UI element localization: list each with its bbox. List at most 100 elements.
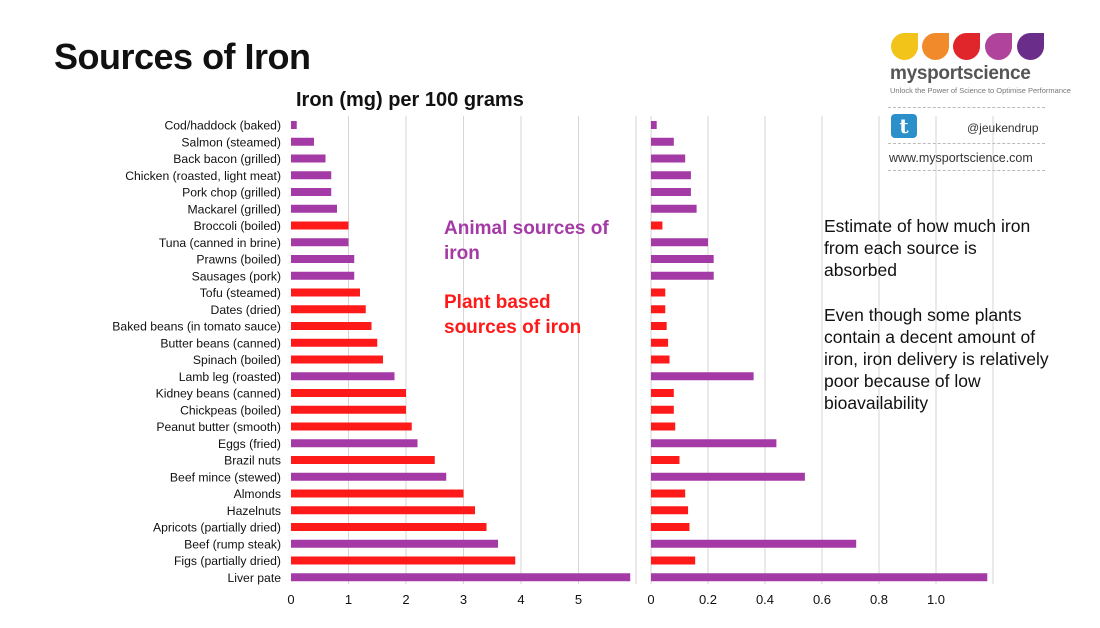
category-label: Baked beans (in tomato sauce) [112,320,281,334]
absorption-note: Estimate of how much iron from each sour… [824,216,1031,280]
absorption-bar [651,338,669,347]
absorption-bar [651,506,689,515]
absorption-bar [651,288,666,297]
absorption-bar [651,405,674,414]
absorption-bar [651,422,676,431]
iron-content-bar [291,405,406,414]
category-label: Beef (rump steak) [184,537,281,551]
absorption-bar [651,121,657,129]
absorption-bar [651,439,777,448]
category-label: Chickpeas (boiled) [180,403,281,417]
iron-content-bar [291,338,378,347]
divider [888,143,1045,144]
iron-content-tick-labels: 0 1 2 3 4 5 [287,592,582,607]
iron-content-bar [291,573,631,582]
iron-content-bar [291,489,464,498]
brand-tagline: Unlock the Power of Science to Optimise … [890,86,1071,95]
category-label: Liver pate [227,571,281,585]
twitter-icon[interactable]: t [891,114,917,138]
absorption-bar [651,305,666,314]
category-label: Tofu (steamed) [200,286,281,300]
x-tick-label: 1 [345,592,352,607]
brand-name: mysportscience [890,63,1031,84]
x-tick-label: 5 [575,592,582,607]
x-tick-label: 0.2 [699,592,717,607]
iron-content-bar [291,422,412,431]
iron-content-bar [291,305,366,314]
category-label: Kidney beans (canned) [156,387,281,401]
x-tick-label: 0 [647,592,654,607]
category-label: Peanut butter (smooth) [156,420,281,434]
iron-content-bar [291,221,349,230]
logo-drop-orange [922,33,949,60]
iron-content-bar [291,372,395,381]
absorption-gridlines [650,116,994,584]
absorption-bar [651,556,696,565]
absorption-bar [651,171,691,180]
absorption-bar [651,271,714,280]
category-label: Lamb leg (roasted) [179,370,281,384]
category-label: Figs (partially dried) [174,554,281,568]
page-title: Sources of Iron [54,36,311,77]
absorption-bar [651,539,857,548]
x-tick-label: 3 [460,592,467,607]
iron-content-bar [291,204,337,213]
absorption-bar [651,322,667,330]
absorption-bar [651,204,697,213]
absorption-bar [651,255,714,263]
twitter-handle[interactable]: @jeukendrup [967,121,1039,135]
logo-drop-magenta [985,33,1012,60]
iron-content-bar [291,121,297,129]
x-tick-label: 0.6 [813,592,831,607]
category-label: Eggs (fried) [218,437,281,451]
category-label: Spinach (boiled) [193,353,281,367]
divider [888,170,1045,171]
iron-content-bar [291,154,326,163]
iron-content-bar [291,322,372,330]
absorption-bar [651,372,754,381]
category-label: Salmon (steamed) [181,135,281,149]
x-tick-label: 2 [402,592,409,607]
iron-content-bar [291,539,498,548]
absorption-bar [651,355,670,364]
category-label: Cod/haddock (baked) [164,119,281,133]
logo-drop-purple [1017,33,1044,60]
bioavailability-note: Even though some plants contain a decent… [824,305,1049,413]
website-link[interactable]: www.mysportscience.com [889,151,1033,165]
iron-content-bar [291,556,516,565]
absorption-bar [651,389,674,397]
absorption-bar [651,472,805,481]
food-category-labels: Cod/haddock (baked) Salmon (steamed) Back … [112,119,281,585]
absorption-tick-labels: 0 0.2 0.4 0.6 0.8 1.0 [647,592,945,607]
iron-content-bar [291,188,332,196]
iron-content-bars [291,121,631,582]
iron-content-bar [291,439,418,448]
category-label: Sausages (pork) [192,269,281,283]
category-label: Almonds [234,487,281,501]
chart-title: Iron (mg) per 100 grams [296,89,524,111]
category-label: Broccoli (boiled) [194,219,281,233]
absorption-bar [651,489,686,498]
absorption-bars [651,121,988,582]
logo-drop-red [953,33,980,60]
absorption-bar [651,573,988,582]
category-label: Hazelnuts [227,504,281,518]
x-tick-label: 4 [517,592,524,607]
category-label: Prawns (boiled) [196,253,281,267]
absorption-bar [651,154,686,163]
iron-content-bar [291,238,349,247]
absorption-bar [651,221,663,230]
category-label: Butter beans (canned) [160,336,281,350]
iron-content-bar [291,506,475,515]
brand-logo-drops [891,33,1046,61]
legend-animal-sources: Animal sources of iron [444,218,609,264]
iron-content-bar [291,288,360,297]
x-tick-label: 0.4 [756,592,774,607]
iron-content-bar [291,389,406,397]
x-tick-label: 0.8 [870,592,888,607]
iron-content-bar [291,355,383,364]
category-label: Apricots (partially dried) [153,521,281,535]
category-label: Chicken (roasted, light meat) [125,169,281,183]
category-label: Back bacon (grilled) [173,152,281,166]
